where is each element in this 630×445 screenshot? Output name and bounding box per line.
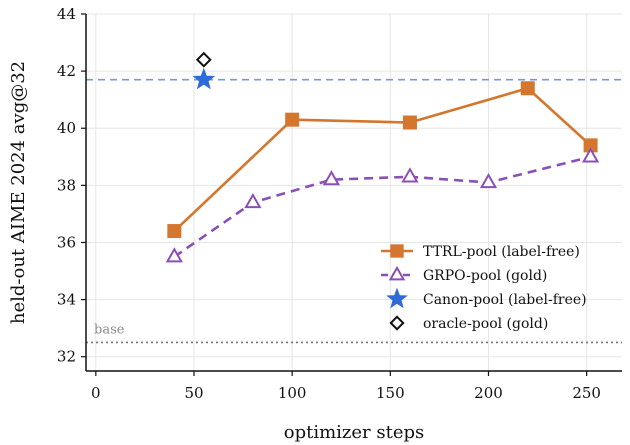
data-point-grpo-pool-gold [244, 192, 262, 209]
y-tick-label: 44 [57, 5, 76, 23]
series-ttrl-pool-label-free [167, 81, 598, 239]
series-oracle-pool-gold [195, 51, 212, 68]
x-tick-label: 50 [184, 384, 203, 402]
y-tick-label: 42 [57, 62, 76, 80]
legend-entry-canon-pool-label-free: Canon-pool (label-free) [386, 287, 587, 309]
tick-labels: 0 50 100 150 200 250 32 34 36 38 40 42 44 [57, 5, 601, 402]
x-tick-label: 250 [572, 384, 601, 402]
x-tick-label: 200 [474, 384, 503, 402]
legend-marker [390, 244, 404, 258]
y-tick-label: 34 [57, 291, 76, 309]
legend: TTRL-pool (label-free) GRPO-pool (gold) Ca… [381, 244, 587, 332]
data-point-grpo-pool-gold [322, 170, 341, 186]
series-grpo-pool-gold [165, 147, 600, 263]
x-axis-label: optimizer steps [284, 422, 425, 443]
reference-lines: base [86, 78, 622, 344]
series-line-ttrl-pool-label-free [173, 86, 592, 233]
reference-line-label: base [94, 322, 125, 337]
series-layer [165, 51, 600, 263]
legend-marker [388, 265, 406, 281]
data-point-ttrl-pool-label-free [520, 81, 535, 96]
x-tick-label: 150 [376, 384, 405, 402]
legend-label: TTRL-pool (label-free) [423, 244, 580, 260]
grid [86, 13, 622, 371]
y-tick-label: 38 [57, 176, 76, 194]
y-tick-label: 36 [57, 233, 76, 251]
legend-entry-ttrl-pool-label-free: TTRL-pool (label-free) [381, 244, 580, 260]
data-point-grpo-pool-gold [581, 147, 600, 163]
legend-label: Canon-pool (label-free) [423, 292, 587, 308]
data-point-grpo-pool-gold [479, 172, 498, 189]
y-tick-label: 40 [57, 119, 76, 137]
legend-label: GRPO-pool (gold) [423, 268, 547, 284]
legend-marker [386, 287, 408, 309]
legend-entry-oracle-pool-gold: oracle-pool (gold) [389, 315, 548, 332]
y-axis-label: held-out AIME 2024 avg@32 [8, 61, 29, 324]
legend-label: oracle-pool (gold) [423, 316, 548, 332]
data-point-oracle-pool-gold [195, 51, 212, 68]
y-tick-label: 32 [57, 348, 76, 366]
axes [81, 13, 622, 376]
data-point-grpo-pool-gold [401, 167, 419, 183]
x-tick-label: 0 [91, 384, 101, 402]
x-tick-label: 100 [278, 384, 307, 402]
data-point-grpo-pool-gold [165, 247, 183, 263]
data-point-canon-pool-label-free [192, 67, 216, 90]
data-point-ttrl-pool-label-free [402, 115, 417, 130]
legend-entry-grpo-pool-gold: GRPO-pool (gold) [381, 265, 547, 284]
legend-marker [389, 315, 405, 331]
series-canon-pool-label-free [192, 67, 216, 90]
series-line-grpo-pool-gold [173, 155, 591, 258]
data-point-ttrl-pool-label-free [167, 224, 182, 239]
data-point-ttrl-pool-label-free [285, 112, 300, 127]
